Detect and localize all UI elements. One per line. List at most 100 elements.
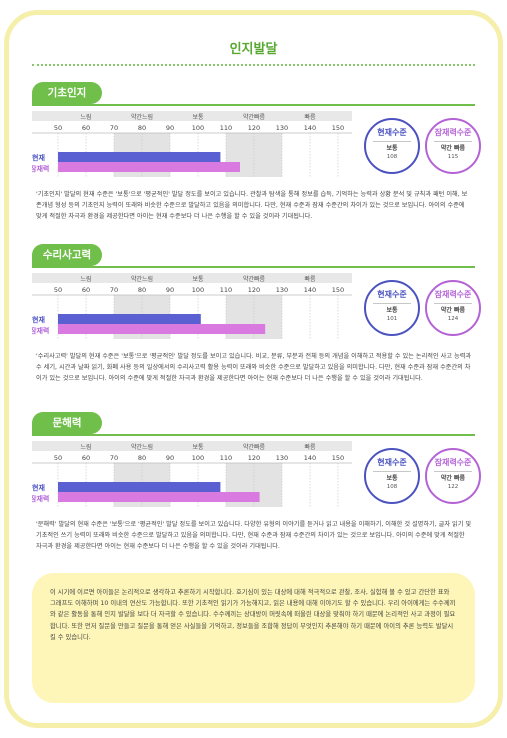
legend-current: 현재 [32,483,45,492]
score-chart: 느림 약간느림 보통 약간빠름 빠름 50 60 70 80 90 100 110 120 130 140 1… [32,441,352,507]
tick-label: 110 [220,286,232,294]
tick-label: 80 [138,124,146,132]
summary-note: 이 시기에 이르면 아이들은 논리적으로 생각하고 추론하기 시작합니다. 호기… [32,573,475,703]
tick-label: 100 [192,286,204,294]
section-description: '기초인지' 발달의 현재 수준은 '보통'으로 '평균적인' 발달 정도를 보… [36,191,468,220]
section-math-thinking: 수리사고력 느림 약간느림 보통 약간빠름 빠름 50 60 70 80 90 100 110 120 1… [0,244,507,424]
potential-level-title: 잠재력수준 [434,290,472,299]
tick-label: 60 [82,454,90,462]
potential-level-text: 약간 빠름 [440,145,466,152]
section-divider [32,104,475,106]
tick-label: 120 [248,124,260,132]
zone-label: 보통 [192,444,204,451]
tick-label: 90 [166,454,174,462]
current-level-text: 보통 [386,307,398,314]
current-level-title: 현재수준 [377,290,407,299]
zone-label: 약간느림 [131,275,153,283]
potential-level-title: 잠재력수준 [434,128,472,137]
legend-current: 현재 [32,315,45,324]
tick-label: 50 [54,454,62,462]
zone-label: 빠름 [304,113,316,121]
section-basic-cognition: 기초인지 느림 약간느림 보통 약간빠름 빠름 50 60 70 80 90 100 110 120 13… [0,82,507,262]
tick-label: 70 [110,286,118,294]
potential-level-value: 115 [447,154,459,160]
zone-header [32,273,352,283]
zone-label: 느림 [80,113,91,121]
zone-label: 보통 [192,276,204,283]
title-divider [32,64,475,66]
current-level-badge: 현재수준 보통 108 [364,118,420,174]
bar-current [58,314,201,324]
tick-label: 150 [332,286,344,294]
zone-label: 약간빠름 [243,113,266,121]
zone-header [32,441,352,451]
score-chart-svg: 느림 약간느림 보통 약간빠름 빠름 50 60 70 80 90 100 110 120 130 140 1… [32,111,352,177]
zone-label: 느림 [80,275,91,283]
zone-label: 약간느림 [131,113,153,121]
potential-level-value: 122 [447,484,459,490]
badge-divider [373,303,411,304]
potential-level-badge: 잠재력수준 약간 빠름 122 [425,448,481,504]
potential-level-title: 잠재력수준 [434,458,472,467]
tick-label: 60 [82,124,90,132]
badge-divider [434,471,472,472]
legend-potential: 잠재력 [32,326,49,335]
tick-label: 140 [304,454,316,462]
legend-current: 현재 [32,153,45,162]
bar-current [58,482,221,492]
tick-label: 150 [332,454,344,462]
badge-divider [434,141,472,142]
zone-label: 약간빠름 [243,275,266,283]
tick-label: 130 [276,286,288,294]
tick-label: 130 [276,124,288,132]
current-level-text: 보통 [386,145,398,152]
tick-label: 90 [166,124,174,132]
tick-label: 70 [110,454,118,462]
tick-label: 120 [248,454,260,462]
tick-label: 90 [166,286,174,294]
score-chart-svg: 느림 약간느림 보통 약간빠름 빠름 50 60 70 80 90 100 110 120 130 140 1… [32,273,352,339]
current-level-text: 보통 [386,475,398,482]
current-level-badge: 현재수준 보통 108 [364,448,420,504]
tick-label: 50 [54,124,62,132]
page-title: 인지발달 [229,42,278,57]
section-divider [32,434,475,436]
current-level-badge: 현재수준 보통 101 [364,280,420,336]
section-divider [32,266,475,268]
tick-label: 80 [138,454,146,462]
zone-header [32,111,352,121]
bar-potential [58,162,240,172]
current-level-value: 108 [386,154,398,160]
current-level-value: 108 [386,484,398,490]
tick-label: 50 [54,286,62,294]
section-tab: 수리사고력 [32,244,102,266]
potential-level-value: 124 [447,316,459,322]
bar-current [58,152,221,162]
tick-label: 100 [192,124,204,132]
tick-label: 140 [304,124,316,132]
zone-label: 약간느림 [131,443,153,451]
zone-label: 느림 [80,443,91,451]
section-tab: 문해력 [32,412,102,434]
legend-potential: 잠재력 [32,494,49,503]
score-chart: 느림 약간느림 보통 약간빠름 빠름 50 60 70 80 90 100 110 120 130 140 1… [32,273,352,339]
section-description: '수리사고력' 발달의 현재 수준은 '보통'으로 '평균적인' 발달 정도를 … [36,353,472,382]
current-level-value: 101 [386,316,398,322]
bar-potential [58,324,266,334]
potential-level-badge: 잠재력수준 약간 빠름 124 [425,280,481,336]
tick-label: 80 [138,286,146,294]
tick-label: 140 [304,286,316,294]
potential-level-text: 약간 빠름 [440,475,466,482]
zone-label: 빠름 [304,275,316,283]
tick-label: 100 [192,454,204,462]
badge-divider [373,141,411,142]
potential-level-text: 약간 빠름 [440,307,466,314]
tick-label: 120 [248,286,260,294]
badge-divider [434,303,472,304]
section-description: '문해력' 발달의 현재 수준은 '보통'으로 '평균적인' 발달 정도를 보이… [36,521,472,550]
badge-divider [373,471,411,472]
tick-label: 70 [110,124,118,132]
potential-level-badge: 잠재력수준 약간 빠름 115 [425,118,481,174]
current-level-title: 현재수준 [377,458,407,467]
zone-label: 약간빠름 [243,443,266,451]
